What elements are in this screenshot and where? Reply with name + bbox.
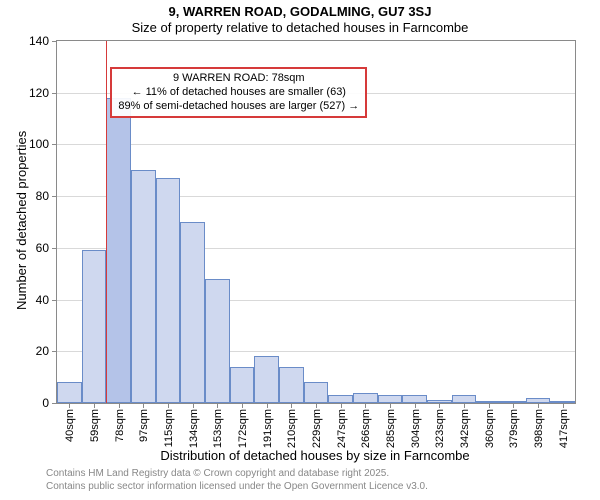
plot-area: 02040608010012014040sqm59sqm78sqm97sqm11… — [56, 40, 576, 404]
ytick-label: 120 — [29, 86, 57, 100]
bar — [205, 279, 230, 403]
y-axis-label: Number of detached properties — [14, 131, 29, 310]
bar — [180, 222, 205, 403]
xtick-label: 266sqm — [358, 409, 372, 448]
marker-line — [106, 41, 107, 403]
annotation-box: 9 WARREN ROAD: 78sqm← 11% of detached ho… — [110, 67, 367, 118]
bar — [378, 395, 403, 403]
xtick-label: 379sqm — [506, 409, 520, 448]
xtick-label: 247sqm — [334, 409, 348, 448]
xtick-label: 153sqm — [210, 409, 224, 448]
bar — [57, 382, 82, 403]
xtick-label: 59sqm — [87, 409, 101, 442]
bar — [304, 382, 329, 403]
xtick-mark — [390, 403, 391, 408]
ytick-label: 140 — [29, 34, 57, 48]
ytick-label: 60 — [36, 241, 57, 255]
bar — [131, 170, 156, 403]
xtick-label: 323sqm — [432, 409, 446, 448]
attribution-line-1: Contains HM Land Registry data © Crown c… — [46, 468, 389, 479]
x-axis-label: Distribution of detached houses by size … — [56, 448, 574, 463]
xtick-label: 78sqm — [112, 409, 126, 442]
xtick-mark — [267, 403, 268, 408]
ytick-label: 80 — [36, 189, 57, 203]
xtick-mark — [143, 403, 144, 408]
xtick-mark — [538, 403, 539, 408]
xtick-mark — [217, 403, 218, 408]
xtick-mark — [341, 403, 342, 408]
bar — [82, 250, 107, 403]
xtick-label: 229sqm — [309, 409, 323, 448]
bar — [353, 393, 378, 403]
xtick-label: 115sqm — [161, 409, 175, 447]
xtick-mark — [119, 403, 120, 408]
xtick-mark — [168, 403, 169, 408]
xtick-label: 191sqm — [260, 409, 274, 448]
ytick-label: 20 — [36, 344, 57, 358]
xtick-label: 172sqm — [235, 409, 249, 448]
annotation-line: 89% of semi-detached houses are larger (… — [118, 99, 359, 113]
bar — [230, 367, 255, 403]
xtick-mark — [291, 403, 292, 408]
bar — [156, 178, 181, 403]
xtick-label: 417sqm — [556, 409, 570, 448]
xtick-label: 342sqm — [457, 409, 471, 448]
ytick-label: 0 — [42, 396, 57, 410]
xtick-label: 97sqm — [136, 409, 150, 442]
xtick-mark — [316, 403, 317, 408]
xtick-mark — [415, 403, 416, 408]
bar — [106, 98, 131, 403]
xtick-label: 134sqm — [186, 409, 200, 448]
xtick-mark — [464, 403, 465, 408]
bar — [328, 395, 353, 403]
xtick-mark — [439, 403, 440, 408]
xtick-mark — [513, 403, 514, 408]
xtick-mark — [489, 403, 490, 408]
chart-subtitle: Size of property relative to detached ho… — [0, 20, 600, 35]
ytick-label: 100 — [29, 137, 57, 151]
xtick-mark — [563, 403, 564, 408]
xtick-mark — [365, 403, 366, 408]
xtick-mark — [94, 403, 95, 408]
bar — [402, 395, 427, 403]
xtick-mark — [69, 403, 70, 408]
gridline — [57, 144, 575, 145]
bar — [279, 367, 304, 403]
xtick-label: 360sqm — [482, 409, 496, 448]
xtick-mark — [193, 403, 194, 408]
ytick-label: 40 — [36, 293, 57, 307]
xtick-label: 304sqm — [408, 409, 422, 448]
xtick-label: 40sqm — [62, 409, 76, 442]
xtick-label: 210sqm — [284, 409, 298, 448]
xtick-mark — [242, 403, 243, 408]
xtick-label: 398sqm — [531, 409, 545, 448]
chart-title: 9, WARREN ROAD, GODALMING, GU7 3SJ — [0, 4, 600, 19]
annotation-line: ← 11% of detached houses are smaller (63… — [118, 85, 359, 99]
bar — [452, 395, 477, 403]
attribution-line-2: Contains public sector information licen… — [46, 481, 428, 492]
xtick-label: 285sqm — [383, 409, 397, 448]
bar — [254, 356, 279, 403]
annotation-line: 9 WARREN ROAD: 78sqm — [118, 71, 359, 85]
